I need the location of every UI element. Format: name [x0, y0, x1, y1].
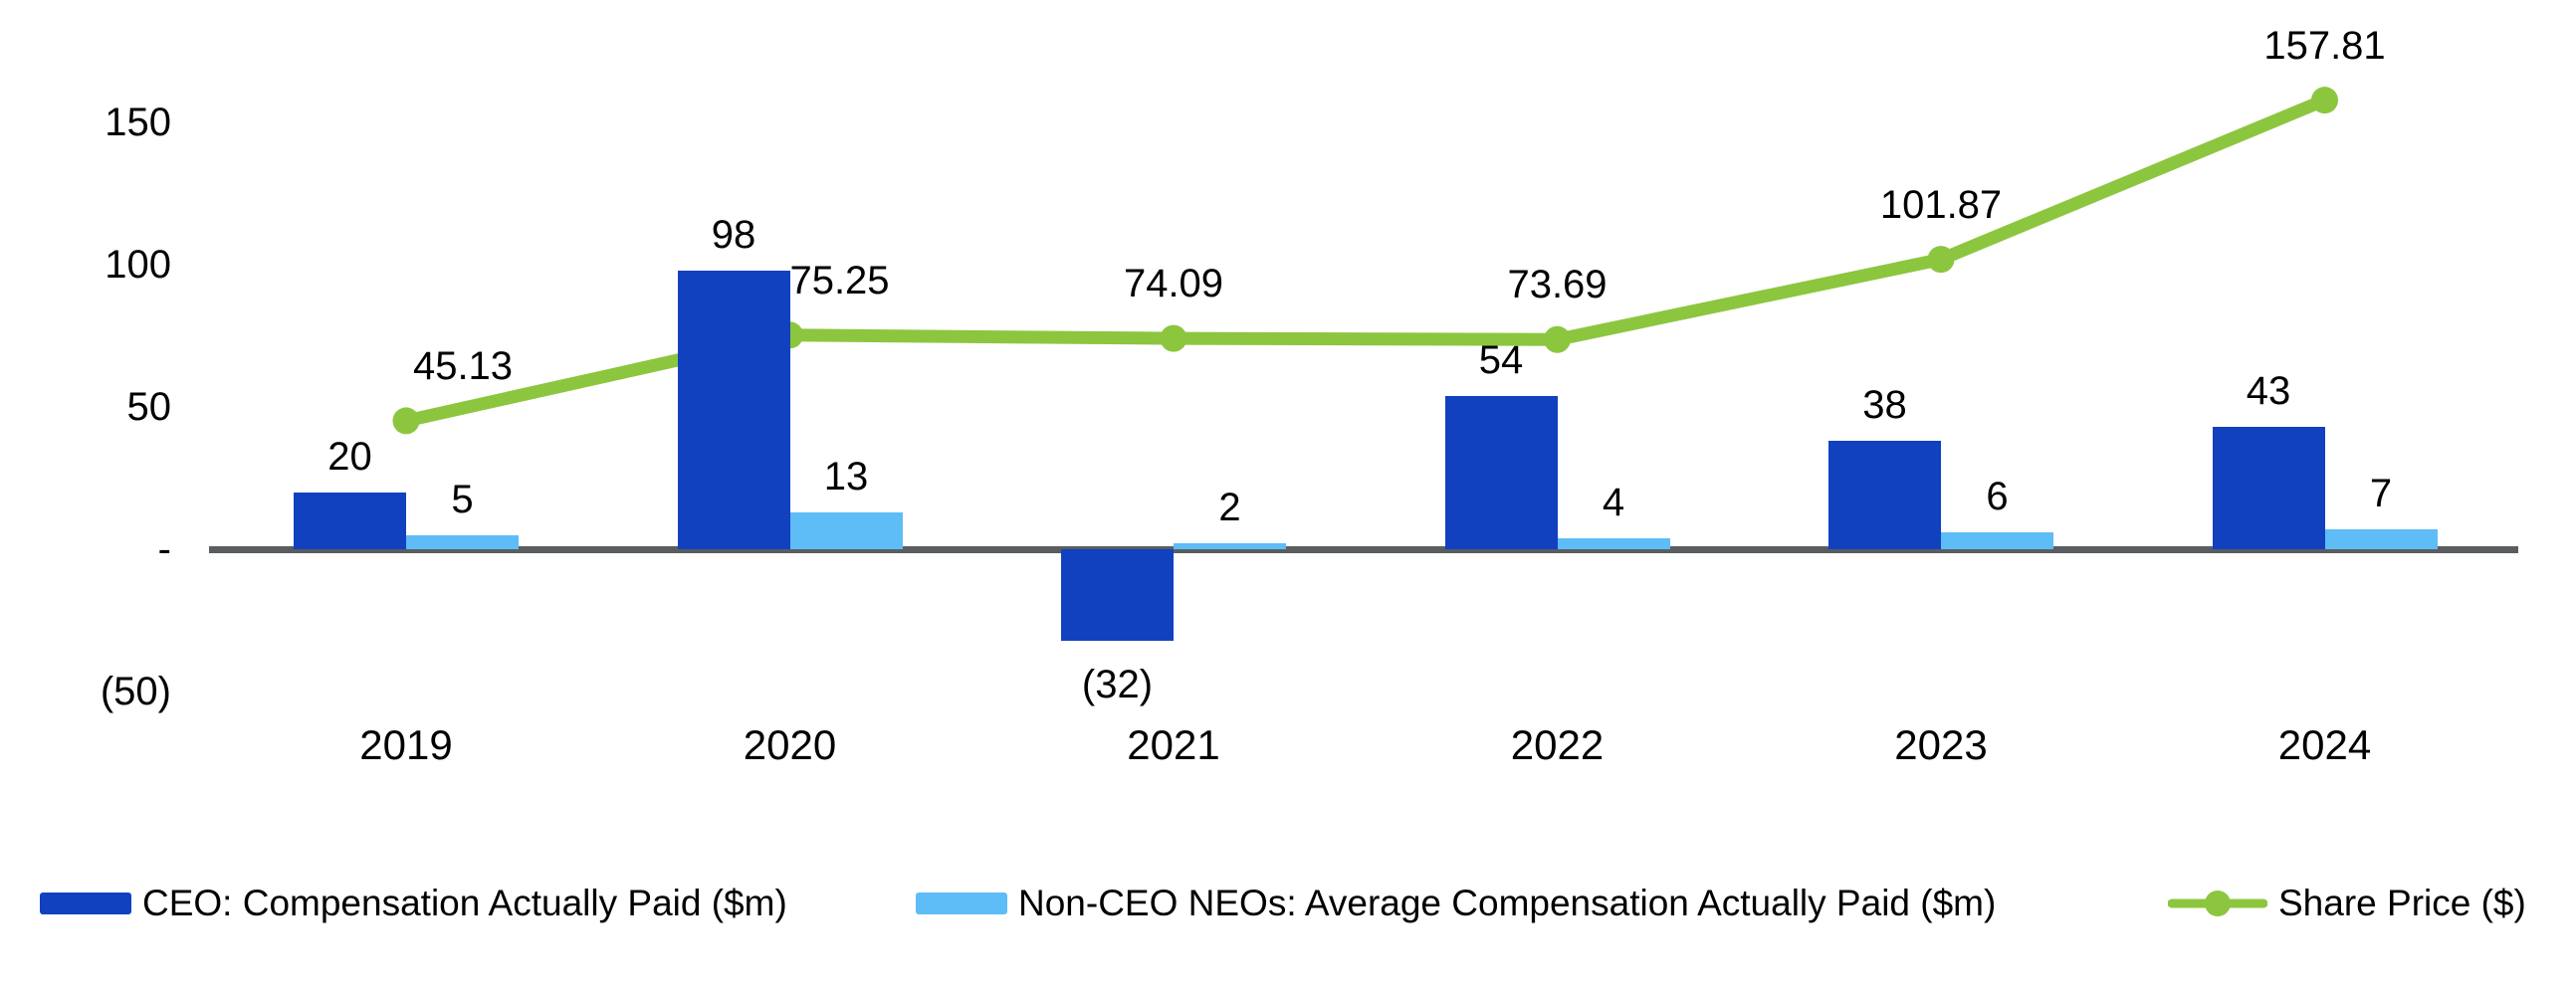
bar-ceo-2024	[2212, 427, 2325, 549]
bar-label-ceo-2021: (32)	[1081, 662, 1154, 706]
bar-label-nonceo-2023: 6	[1986, 474, 2009, 518]
y-tick-label-100: 100	[105, 243, 171, 287]
share-price-label-2022: 73.69	[1507, 263, 1608, 307]
share-price-label-2023: 101.87	[1879, 182, 2003, 227]
bar-nonceo-2020	[789, 511, 903, 549]
x-axis-label-2023: 2023	[1894, 721, 1988, 768]
bar-label-ceo-2020: 98	[711, 212, 756, 257]
bar-ceo-2020	[677, 270, 790, 549]
x-axis-label-2024: 2024	[2277, 721, 2372, 768]
bar-nonceo-2019	[406, 534, 519, 549]
x-axis-label-2021: 2021	[1127, 721, 1220, 768]
bar-label-ceo-2022: 54	[1478, 337, 1524, 382]
bar-ceo-2023	[1828, 441, 1941, 549]
bar-ceo-2019	[294, 492, 406, 549]
x-axis-label-2020: 2020	[743, 721, 837, 768]
bar-label-ceo-2024: 43	[2246, 369, 2291, 414]
bar-label-nonceo-2022: 4	[1602, 480, 1625, 524]
x-axis-label-2022: 2022	[1510, 721, 1605, 768]
share-price-point-2024	[2311, 87, 2338, 114]
bar-label-nonceo-2021: 2	[1218, 486, 1241, 530]
share-price-point-2023	[1927, 246, 1955, 274]
bar-nonceo-2022	[1557, 537, 1670, 549]
share-price-point-2022	[1544, 325, 1571, 353]
bar-label-ceo-2023: 38	[1862, 383, 1907, 428]
bar-ceo-2021	[1061, 549, 1174, 641]
bar-nonceo-2024	[2324, 528, 2438, 549]
bar-nonceo-2023	[1941, 531, 2053, 549]
bar-label-nonceo-2019: 5	[451, 477, 474, 521]
x-axis-label-2019: 2019	[359, 721, 453, 768]
bar-nonceo-2021	[1174, 543, 1286, 549]
share-price-label-2019: 45.13	[412, 343, 514, 388]
bar-label-nonceo-2020: 13	[823, 454, 869, 498]
share-price-label-2020: 75.25	[789, 258, 890, 302]
share-price-point-2021	[1160, 324, 1187, 352]
bar-label-ceo-2019: 20	[327, 434, 372, 479]
bar-ceo-2022	[1444, 395, 1558, 549]
y-tick-label--: -	[157, 527, 171, 571]
share-price-label-2021: 74.09	[1123, 262, 1224, 306]
y-tick-label-(50): (50)	[100, 670, 171, 713]
share-price-label-2024: 157.81	[2263, 23, 2386, 68]
zero-axis-line	[209, 546, 2518, 553]
share-price-point-2019	[392, 407, 420, 435]
bar-label-nonceo-2024: 7	[2369, 471, 2393, 515]
y-tick-label-150: 150	[105, 100, 171, 144]
y-tick-label-50: 50	[126, 385, 172, 429]
